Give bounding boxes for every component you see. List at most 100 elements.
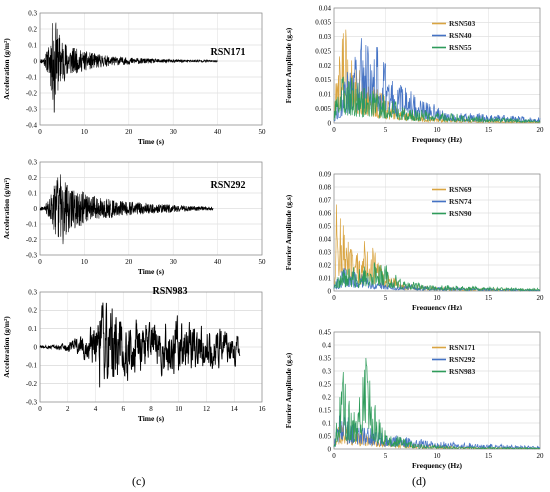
acceleration-trace xyxy=(39,22,218,113)
record-label: RSN292 xyxy=(210,180,245,191)
y-axis-label: Fourier Amplitude (g.s) xyxy=(284,352,293,428)
series-line-rsn90 xyxy=(333,262,541,292)
x-tick-label: 2 xyxy=(66,405,70,413)
plot-frame xyxy=(333,173,541,292)
x-tick-label: 10 xyxy=(81,258,89,266)
x-tick-label: 0 xyxy=(332,452,336,460)
record-label: RSN983 xyxy=(152,286,187,297)
y-tick-label: -0.3 xyxy=(26,251,38,259)
plot-frame xyxy=(39,161,263,256)
x-tick-label: 0 xyxy=(332,126,336,134)
x-tick-label: 20 xyxy=(537,126,545,134)
y-tick-label: 0.09 xyxy=(319,170,332,178)
x-tick-label: 15 xyxy=(485,294,493,302)
caption-c: (c) xyxy=(132,474,146,488)
y-tick-label: 0.1 xyxy=(322,419,331,427)
y-tick-label: 0.025 xyxy=(315,47,331,55)
y-tick-label: -0.1 xyxy=(26,73,38,81)
x-tick-label: 20 xyxy=(125,128,133,136)
acc-chart-rsn171: -0.4 -0.3 -0.2 -0.1 0 0.1 0.2 0.3 0 10 20 30 40 50 Tim… xyxy=(2,9,267,146)
x-tick-label: 30 xyxy=(170,128,178,136)
y-tick-label: 0.3 xyxy=(322,367,331,375)
legend-label: RSN74 xyxy=(449,197,472,206)
x-axis-label: Time (s) xyxy=(138,137,165,146)
x-tick-label: 0 xyxy=(38,405,42,413)
y-tick-label: -0.4 xyxy=(26,121,38,129)
x-tick-label: 4 xyxy=(94,405,98,413)
y-tick-label: 0 xyxy=(328,119,332,127)
y-tick-label: 0.02 xyxy=(319,62,332,70)
x-axis-label: Time (s) xyxy=(138,414,165,423)
x-tick-label: 20 xyxy=(537,294,545,302)
x-tick-label: 15 xyxy=(485,126,493,134)
y-tick-label: 0.3 xyxy=(28,158,37,166)
y-tick-label: 0.2 xyxy=(28,174,37,182)
x-tick-label: 40 xyxy=(214,258,222,266)
x-axis-label: Time (s) xyxy=(138,267,165,276)
x-axis-label: Frequency (Hz) xyxy=(412,461,463,470)
x-tick-label: 16 xyxy=(259,405,267,413)
y-tick-label: 0.01 xyxy=(319,91,332,99)
y-axis-label: Acceleration (g/m²) xyxy=(2,38,11,100)
y-tick-label: 0.1 xyxy=(28,325,37,333)
y-tick-label: 0.1 xyxy=(28,41,37,49)
y-tick-label: -0.1 xyxy=(26,362,38,370)
y-tick-label: 0.35 xyxy=(319,354,332,362)
y-tick-label: 0.3 xyxy=(28,9,37,17)
x-tick-label: 10 xyxy=(175,405,183,413)
y-tick-label: 0.03 xyxy=(319,33,332,41)
y-tick-label: 0.035 xyxy=(315,19,331,27)
fourier-chart-top: 0 0.005 0.01 0.015 0.02 0.025 0.03 0.035 0.04 0 5 1… xyxy=(284,4,545,144)
y-tick-label: -0.2 xyxy=(26,236,38,244)
y-tick-label: 0.06 xyxy=(319,209,332,217)
plot-frame xyxy=(39,12,263,126)
y-tick-label: 0 xyxy=(328,445,332,453)
y-tick-label: 0.01 xyxy=(319,274,332,282)
x-tick-label: 5 xyxy=(384,452,388,460)
y-tick-label: 0 xyxy=(34,205,38,213)
x-tick-label: 0 xyxy=(38,258,42,266)
acc-chart-rsn292: -0.3 -0.2 -0.1 0 0.1 0.2 0.3 0 10 20 30 40 50 Time (s… xyxy=(2,158,266,276)
legend-label: RSN503 xyxy=(449,19,476,28)
y-tick-label: 0.07 xyxy=(319,196,332,204)
x-tick-label: 5 xyxy=(384,126,388,134)
series-line-rsn74 xyxy=(333,268,541,292)
y-axis-label: Acceleration (g/m²) xyxy=(2,316,11,378)
y-tick-label: 0.02 xyxy=(319,261,332,269)
y-tick-label: 0.15 xyxy=(319,406,332,414)
y-tick-label: 0 xyxy=(328,287,332,295)
x-tick-label: 10 xyxy=(434,294,442,302)
series-line-rsn55 xyxy=(333,76,541,124)
x-tick-label: 10 xyxy=(434,452,442,460)
x-tick-label: 20 xyxy=(537,452,545,460)
legend-label: RSN171 xyxy=(449,343,476,352)
record-label: RSN171 xyxy=(210,47,245,58)
x-tick-label: 30 xyxy=(170,258,178,266)
x-tick-label: 5 xyxy=(384,294,388,302)
x-tick-label: 10 xyxy=(81,128,89,136)
legend-label: RSN90 xyxy=(449,209,472,218)
y-tick-label: 0 xyxy=(34,343,38,351)
y-tick-label: -0.1 xyxy=(26,220,38,228)
x-tick-label: 6 xyxy=(122,405,126,413)
y-tick-label: -0.2 xyxy=(26,380,38,388)
x-tick-label: 14 xyxy=(231,405,239,413)
y-tick-label: -0.3 xyxy=(26,398,38,406)
y-tick-label: 0.25 xyxy=(319,380,332,388)
y-tick-label: 0.015 xyxy=(315,76,331,84)
x-axis-label: Frequency (Hz) xyxy=(412,135,463,144)
y-tick-label: 0.2 xyxy=(28,25,37,33)
caption-d: (d) xyxy=(412,474,426,488)
y-tick-label: 0.1 xyxy=(28,189,37,197)
x-axis-label: Frequency (Hz) xyxy=(412,303,463,310)
y-tick-label: 0.04 xyxy=(319,4,332,12)
x-tick-label: 0 xyxy=(38,128,42,136)
y-tick-label: 0.005 xyxy=(315,105,331,113)
x-tick-label: 50 xyxy=(259,128,267,136)
y-tick-label: 0.08 xyxy=(319,183,332,191)
x-tick-label: 10 xyxy=(434,126,442,134)
acc-chart-rsn983: -0.3 -0.2 -0.1 0 0.1 0.2 0.3 0 2 4 6 8 10 12 14 16 Time … xyxy=(2,286,267,423)
fourier-chart-bottom: 0 0.05 0.1 0.15 0.2 0.25 0.3 0.35 0.4 0.45 0 5 10 15 2… xyxy=(284,328,545,470)
series-line-rsn983 xyxy=(333,357,541,450)
acceleration-trace xyxy=(39,302,241,388)
